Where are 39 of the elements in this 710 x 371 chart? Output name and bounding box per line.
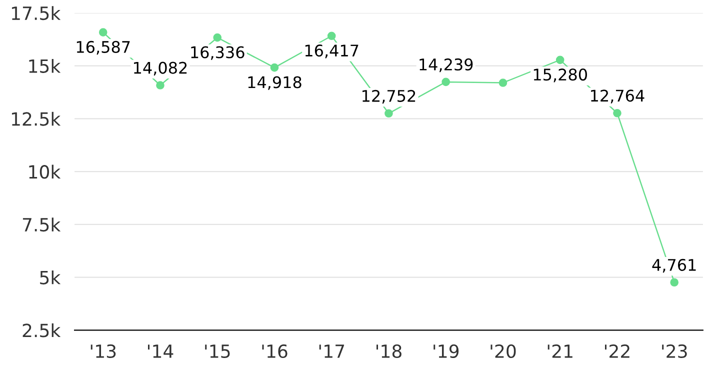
x-tick-label: '22 xyxy=(604,344,630,358)
x-tick-label: '21 xyxy=(548,344,572,358)
point xyxy=(442,78,450,86)
point xyxy=(156,81,164,90)
x-tick-label: '18 xyxy=(376,344,402,358)
x-tick-label: '17 xyxy=(319,344,344,358)
point xyxy=(270,63,279,72)
data-label: 4,761 xyxy=(652,258,696,273)
y-tick-label: 5k xyxy=(40,270,61,284)
data-label: 15,280 xyxy=(534,68,587,82)
point xyxy=(498,78,508,87)
point xyxy=(213,33,222,42)
point xyxy=(613,108,622,118)
data-label: 12,752 xyxy=(362,90,416,104)
x-tick-label: '19 xyxy=(434,344,459,358)
y-tick-label: 15k xyxy=(29,58,61,73)
x-tick-label: '14 xyxy=(148,344,174,358)
x-tick-label: '23 xyxy=(662,344,687,358)
data-label: 12,764 xyxy=(591,90,644,104)
x-tick-label: '16 xyxy=(262,344,288,358)
y-tick-label: 2.5k xyxy=(22,323,61,338)
point xyxy=(556,56,564,64)
y-tick-label: 17.5k xyxy=(12,6,61,20)
point xyxy=(98,28,108,36)
y-tick-label: 10k xyxy=(29,164,61,179)
data-label: 16,417 xyxy=(305,44,358,58)
data-label: 16,336 xyxy=(191,46,244,60)
data-label: 14,918 xyxy=(248,76,302,90)
point xyxy=(327,32,336,40)
data-label: 16,587 xyxy=(76,40,130,55)
y-tick-label: 12.5k xyxy=(12,112,61,126)
x-tick-label: '13 xyxy=(90,344,116,358)
point xyxy=(384,109,393,118)
data-label: 14,082 xyxy=(134,62,187,76)
data-label: 14,239 xyxy=(420,58,473,72)
y-tick-label: 7.5k xyxy=(22,218,61,232)
x-tick-label: '20 xyxy=(490,344,516,358)
x-tick-label: '15 xyxy=(205,344,230,358)
point xyxy=(670,278,679,287)
